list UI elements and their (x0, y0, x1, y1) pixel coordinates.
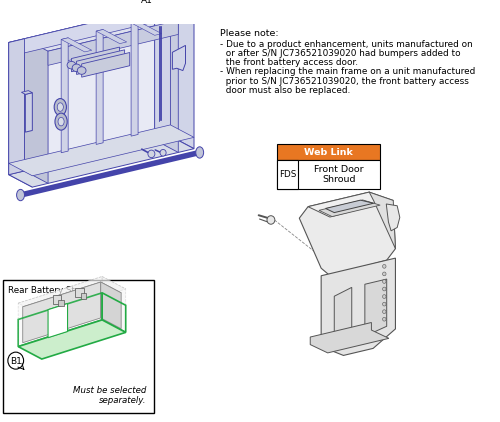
Text: door must also be replaced.: door must also be replaced. (220, 86, 350, 95)
Polygon shape (82, 52, 130, 77)
Ellipse shape (55, 113, 67, 130)
Polygon shape (22, 282, 121, 318)
Text: Front Door
Shroud: Front Door Shroud (314, 165, 364, 184)
Polygon shape (100, 282, 121, 329)
Polygon shape (131, 21, 138, 136)
Circle shape (382, 272, 386, 276)
Polygon shape (365, 279, 386, 336)
Text: A1: A1 (142, 0, 153, 5)
Text: Rear Battery Strap: Rear Battery Strap (8, 286, 89, 295)
Polygon shape (61, 38, 68, 153)
Polygon shape (96, 30, 126, 43)
Polygon shape (369, 192, 396, 249)
Circle shape (382, 310, 386, 314)
Polygon shape (300, 192, 396, 276)
Text: FDS: FDS (279, 170, 296, 179)
Text: Must be selected
separately.: Must be selected separately. (74, 386, 147, 405)
FancyBboxPatch shape (4, 280, 154, 413)
Polygon shape (8, 136, 194, 187)
Polygon shape (22, 91, 32, 95)
Circle shape (140, 0, 155, 8)
Circle shape (382, 302, 386, 306)
Ellipse shape (16, 189, 24, 201)
FancyBboxPatch shape (52, 295, 62, 304)
Polygon shape (319, 200, 380, 216)
Circle shape (382, 287, 386, 291)
FancyBboxPatch shape (277, 144, 380, 160)
Text: the front battery access door.: the front battery access door. (220, 58, 358, 67)
Polygon shape (154, 8, 178, 152)
Polygon shape (18, 276, 126, 316)
Polygon shape (18, 320, 126, 359)
FancyBboxPatch shape (80, 293, 86, 299)
Text: - When replacing the main frame on a unit manufactured: - When replacing the main frame on a uni… (220, 68, 475, 76)
Circle shape (382, 279, 386, 283)
Circle shape (382, 265, 386, 268)
Polygon shape (386, 204, 400, 231)
Ellipse shape (54, 99, 66, 116)
Ellipse shape (78, 67, 86, 74)
Polygon shape (170, 4, 194, 149)
Polygon shape (131, 21, 162, 35)
Polygon shape (48, 20, 178, 65)
FancyBboxPatch shape (75, 288, 84, 297)
Text: Please note:: Please note: (220, 29, 279, 38)
Polygon shape (76, 50, 124, 74)
Polygon shape (61, 38, 92, 52)
Text: - Due to a product enhancement, units manufactured on: - Due to a product enhancement, units ma… (220, 40, 473, 49)
Ellipse shape (72, 64, 81, 72)
Polygon shape (8, 39, 24, 175)
Polygon shape (8, 43, 32, 187)
Polygon shape (8, 4, 194, 55)
Circle shape (382, 295, 386, 298)
FancyBboxPatch shape (277, 160, 298, 189)
Polygon shape (48, 303, 68, 338)
Polygon shape (308, 192, 394, 217)
Circle shape (8, 352, 24, 369)
Text: prior to S/N JC736521039020, the front battery access: prior to S/N JC736521039020, the front b… (220, 77, 469, 86)
Polygon shape (8, 125, 194, 176)
FancyBboxPatch shape (58, 300, 64, 306)
Ellipse shape (58, 117, 64, 126)
Text: B1: B1 (10, 357, 22, 365)
Text: or after S/N JC736521039020 had bumpers added to: or after S/N JC736521039020 had bumpers … (220, 49, 461, 58)
Polygon shape (96, 30, 103, 144)
Polygon shape (18, 276, 102, 346)
Polygon shape (26, 93, 32, 132)
FancyBboxPatch shape (277, 160, 380, 189)
Polygon shape (334, 287, 351, 344)
Circle shape (267, 216, 275, 224)
Polygon shape (8, 4, 170, 175)
Circle shape (382, 317, 386, 321)
Polygon shape (154, 4, 170, 140)
Polygon shape (24, 39, 48, 184)
Circle shape (160, 149, 166, 156)
Polygon shape (321, 258, 396, 355)
Circle shape (148, 150, 155, 158)
Ellipse shape (196, 147, 203, 158)
Polygon shape (326, 200, 374, 213)
Polygon shape (22, 282, 101, 343)
Ellipse shape (57, 103, 64, 111)
Polygon shape (102, 276, 126, 333)
Ellipse shape (67, 61, 76, 69)
Polygon shape (172, 46, 186, 70)
Polygon shape (24, 8, 154, 53)
Text: Web Link: Web Link (304, 148, 353, 157)
Polygon shape (72, 47, 120, 72)
Polygon shape (310, 322, 389, 353)
